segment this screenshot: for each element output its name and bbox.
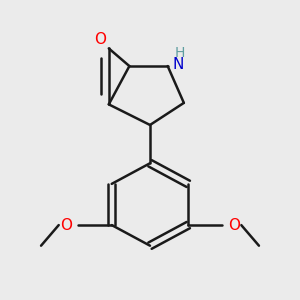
Text: H: H [174,46,184,60]
Text: O: O [94,32,106,47]
Text: O: O [60,218,72,232]
Text: O: O [228,218,240,232]
Text: H: H [173,44,186,62]
Text: O: O [58,216,74,235]
Text: O: O [226,216,242,235]
Text: N: N [172,57,184,72]
Text: N: N [172,55,187,74]
Text: O: O [92,30,108,49]
